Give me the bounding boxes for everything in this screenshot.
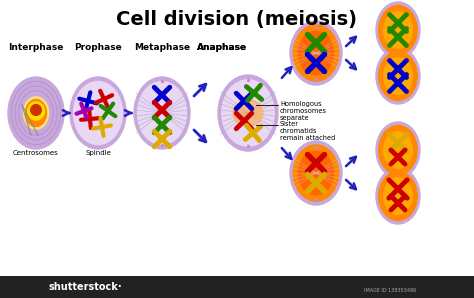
Ellipse shape [73,81,122,145]
Ellipse shape [379,172,417,221]
Text: Interphase: Interphase [9,43,64,52]
Ellipse shape [218,75,278,151]
Text: IMAGE ID 138353486: IMAGE ID 138353486 [364,288,416,293]
Text: Anaphase: Anaphase [197,43,247,52]
Text: Spindle: Spindle [85,150,111,156]
Ellipse shape [379,5,417,55]
Ellipse shape [293,145,339,201]
Text: Centrosomes: Centrosomes [13,150,59,156]
Ellipse shape [383,58,412,94]
Ellipse shape [70,77,126,149]
Ellipse shape [376,122,420,178]
Bar [0,276,474,298]
Text: shutterstock·: shutterstock· [48,282,122,292]
Ellipse shape [23,97,49,129]
Ellipse shape [31,105,41,115]
Ellipse shape [27,102,45,120]
Ellipse shape [379,52,417,100]
Ellipse shape [299,31,334,74]
Ellipse shape [233,100,263,126]
Ellipse shape [134,77,190,149]
Ellipse shape [8,77,64,149]
Text: Sister
chromatids
remain attached: Sister chromatids remain attached [280,121,336,141]
Ellipse shape [376,168,420,224]
Ellipse shape [26,100,46,126]
Text: Prophase: Prophase [74,43,122,52]
Ellipse shape [299,151,334,195]
Ellipse shape [137,81,186,145]
Ellipse shape [222,80,274,146]
Ellipse shape [293,25,339,81]
Text: Anaphase: Anaphase [197,43,247,52]
Ellipse shape [290,21,342,85]
Text: Metaphase: Metaphase [134,43,190,52]
Text: Cell division (meiosis): Cell division (meiosis) [117,10,357,29]
Ellipse shape [376,2,420,58]
Ellipse shape [379,125,417,175]
Text: Homologous
chromosomes
separate: Homologous chromosomes separate [280,101,327,121]
Ellipse shape [383,132,412,168]
Ellipse shape [383,178,412,214]
Ellipse shape [290,141,342,205]
Ellipse shape [383,12,412,48]
Ellipse shape [376,48,420,104]
